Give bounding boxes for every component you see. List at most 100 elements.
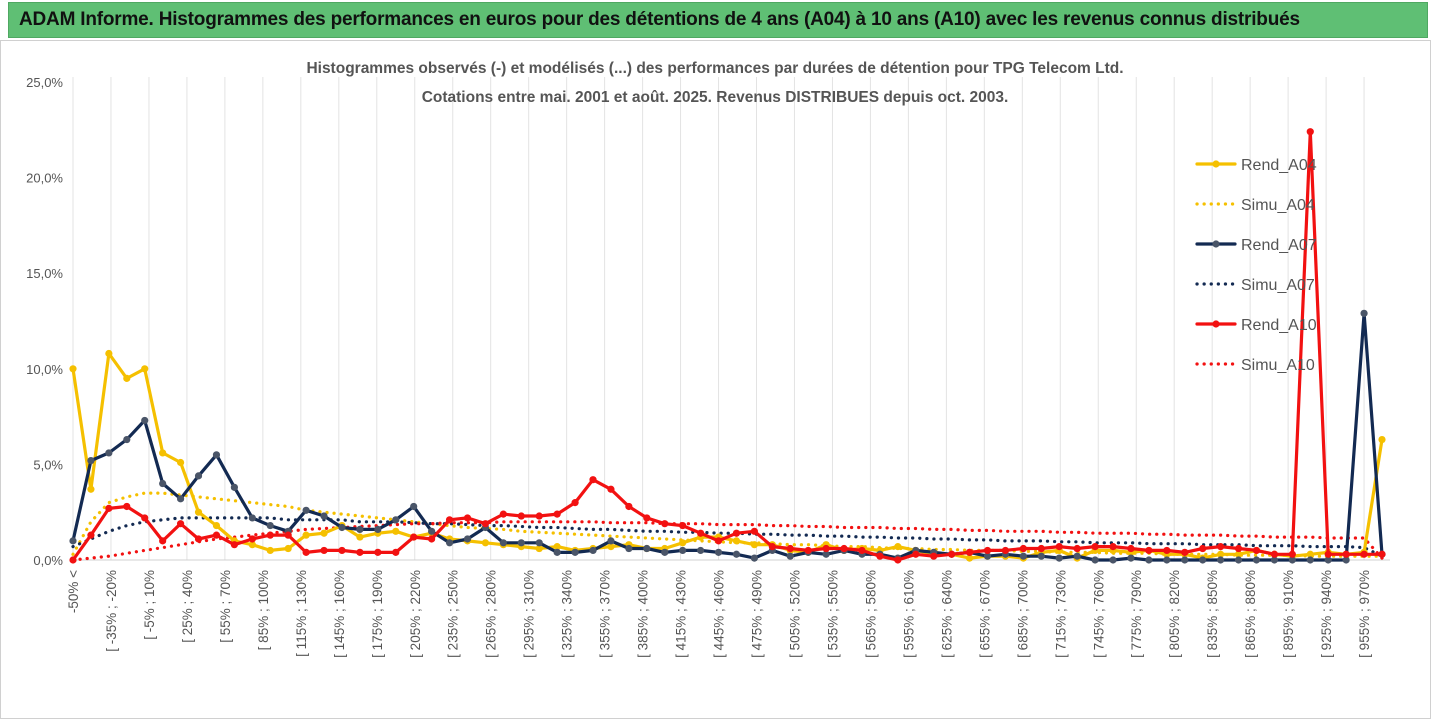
x-tick-label: [ -35% ; -20%: [104, 570, 119, 652]
data-point: [338, 523, 346, 532]
data-point: [894, 556, 902, 564]
x-tick-label: -50% <: [66, 570, 81, 613]
data-point: [1181, 556, 1189, 564]
data-point: [1037, 552, 1045, 560]
data-point: [714, 548, 723, 556]
data-point: [1288, 556, 1296, 564]
data-point: [123, 502, 131, 511]
x-tick-label: [ 715% ; 730%: [1053, 570, 1068, 658]
data-point: [589, 546, 597, 555]
data-point: [1234, 556, 1243, 564]
y-tick-label: 5,0%: [33, 457, 63, 472]
data-point: [302, 506, 310, 514]
data-point: [1127, 554, 1135, 562]
data-point: [302, 548, 310, 556]
x-tick-label: [ 385% ; 400%: [636, 570, 651, 658]
data-point: [212, 531, 221, 539]
data-point: [553, 543, 561, 551]
data-point: [1019, 544, 1027, 553]
legend-marker: [1212, 320, 1220, 328]
data-point: [786, 552, 794, 560]
data-point: [750, 527, 758, 535]
data-point: [983, 546, 992, 555]
data-point: [266, 546, 274, 555]
data-point: [1109, 543, 1117, 551]
data-point: [69, 556, 77, 564]
report-header: ADAM Informe. Histogrammes des performan…: [8, 2, 1428, 38]
x-tick-label: [ 565% ; 580%: [863, 570, 878, 658]
data-point: [732, 537, 741, 545]
data-point: [105, 349, 113, 358]
data-point: [1217, 556, 1225, 564]
x-tick-label: [ 175% ; 190%: [370, 570, 385, 658]
data-point: [535, 539, 543, 547]
data-point: [1270, 550, 1279, 558]
x-tick-label: [ 235% ; 250%: [446, 570, 461, 658]
legend-marker: [1212, 240, 1220, 248]
data-point: [1163, 556, 1171, 564]
y-tick-label: 15,0%: [26, 266, 63, 281]
data-point: [1019, 552, 1027, 560]
data-point: [392, 516, 400, 524]
x-tick-label: [ 745% ; 760%: [1091, 570, 1106, 658]
y-tick-label: 25,0%: [26, 75, 63, 90]
data-point: [1217, 543, 1225, 551]
data-point: [894, 543, 902, 551]
x-tick-label: [ 355% ; 370%: [598, 570, 613, 658]
data-point: [1091, 556, 1099, 564]
data-point: [912, 550, 920, 558]
x-tick-label: [ 865% ; 880%: [1243, 570, 1258, 658]
data-point: [338, 546, 346, 555]
x-tick-label: [ 25% ; 40%: [180, 570, 195, 643]
data-point: [1217, 550, 1225, 558]
data-point: [1127, 544, 1135, 553]
data-point: [374, 525, 382, 534]
data-point: [1109, 556, 1117, 564]
series-lines: [69, 128, 1386, 564]
data-point: [1073, 552, 1081, 560]
data-point: [1199, 544, 1207, 553]
x-tick-label: [ 835% ; 850%: [1205, 570, 1220, 658]
data-point: [87, 531, 95, 539]
legend-label: Rend_A07: [1241, 237, 1317, 254]
data-point: [1181, 548, 1189, 556]
report-title: ADAM Informe. Histogrammes des performan…: [19, 9, 1300, 30]
data-point: [230, 483, 238, 491]
data-point: [410, 502, 418, 511]
data-point: [463, 535, 472, 543]
data-point: [320, 512, 328, 520]
data-point: [607, 543, 615, 551]
data-point: [1252, 546, 1261, 555]
data-point: [1055, 554, 1063, 562]
data-point: [159, 479, 167, 488]
data-point: [697, 546, 705, 555]
data-point: [517, 539, 525, 547]
data-point: [1342, 556, 1350, 564]
data-point: [356, 533, 364, 541]
data-point: [930, 552, 938, 560]
data-point: [248, 535, 256, 543]
data-point: [822, 544, 830, 553]
data-point: [248, 541, 256, 549]
x-tick-label: [ 325% ; 340%: [560, 570, 575, 658]
x-tick-label: [ 925% ; 940%: [1319, 570, 1334, 658]
data-point: [266, 521, 274, 530]
data-point: [661, 520, 669, 528]
data-point: [1306, 128, 1314, 136]
x-tick-label: [ 775% ; 790%: [1129, 570, 1144, 658]
x-tick-label: [ 145% ; 160%: [332, 570, 347, 658]
data-point: [212, 451, 221, 459]
data-point: [750, 554, 758, 562]
data-point: [553, 548, 561, 556]
data-point: [123, 435, 131, 444]
data-point: [965, 554, 974, 562]
data-point: [105, 504, 113, 512]
data-point: [535, 544, 543, 553]
data-point: [1001, 546, 1010, 555]
data-point: [69, 537, 77, 545]
data-point: [141, 514, 149, 522]
data-point: [679, 539, 687, 547]
x-tick-label: [ 295% ; 310%: [522, 570, 537, 658]
data-point: [948, 550, 956, 558]
chart-legend: Rend_A04 Simu_A04 Rend_A07 Simu_A07 Rend_A10…: [1195, 157, 1317, 374]
